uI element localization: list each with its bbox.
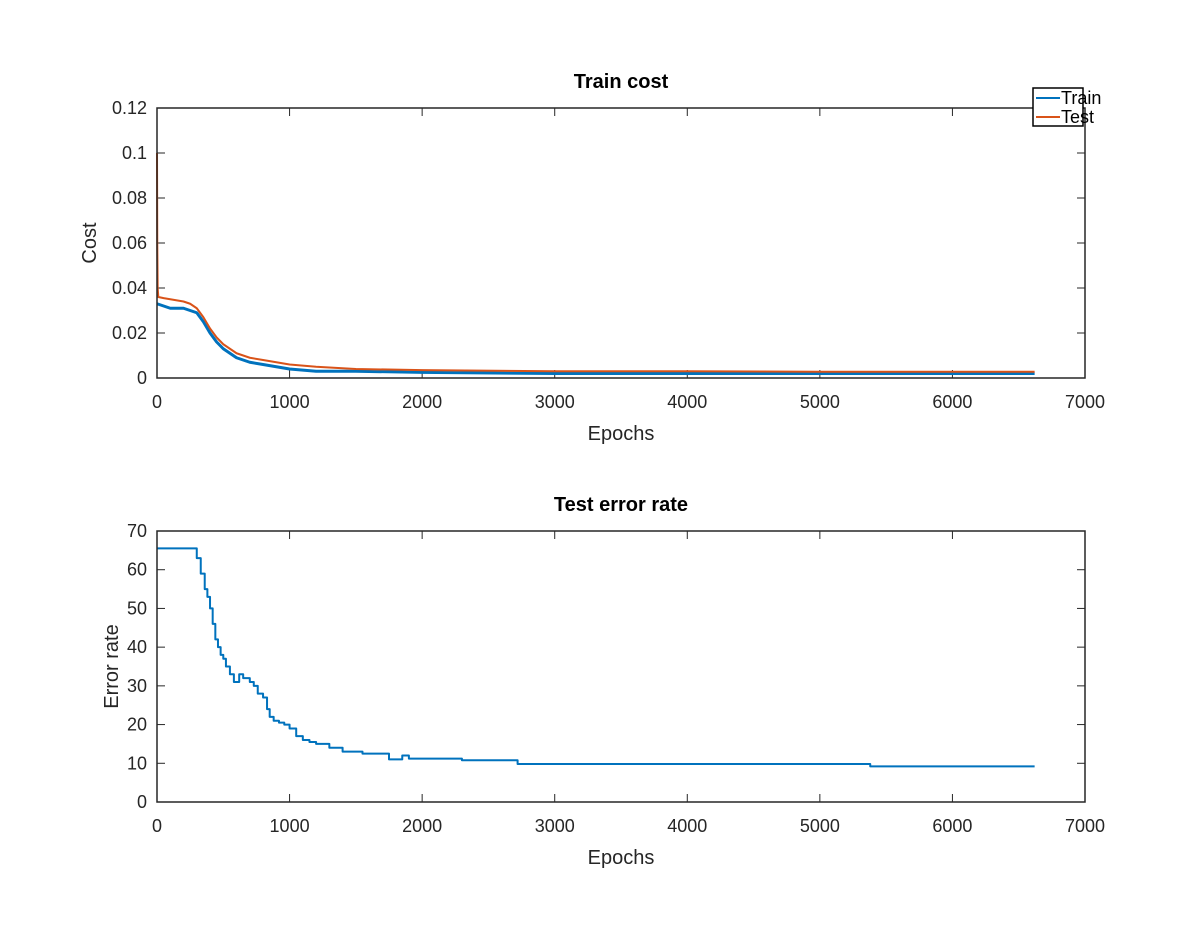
y-tick-label: 20 [127,715,147,735]
legend: Train Test [1032,87,1101,127]
x-axis-label: Epochs [588,423,655,445]
y-axis-label: Error rate [101,624,123,708]
y-tick-label: 30 [127,676,147,696]
y-tick-label: 50 [127,598,147,618]
series-group [157,547,1035,768]
ticks: 0 1000 2000 3000 4000 5000 6000 7000 0 0.02 0.04 0.… [112,98,1105,412]
x-tick-label: 7000 [1065,816,1105,836]
y-tick-label: 70 [127,521,147,541]
x-axis-label: Epochs [588,847,655,869]
series-line-train [156,302,1035,375]
y-tick-label: 0 [137,792,147,812]
axes-frame [156,530,1086,803]
y-tick-label: 0.02 [112,323,147,343]
test-error-rate-chart: Test error rate Epochs Error rate 0 1000 2… [101,494,1105,869]
y-tick-label: 0.1 [122,143,147,163]
x-tick-label: 3000 [535,392,575,412]
series-group [156,152,1035,375]
ticks: 0 1000 2000 3000 4000 5000 6000 7000 0 10 20 30 40 50… [127,521,1105,836]
y-tick-label: 60 [127,560,147,580]
x-tick-label: 2000 [402,816,442,836]
y-tick-label: 40 [127,637,147,657]
x-tick-label: 7000 [1065,392,1105,412]
x-tick-label: 3000 [535,816,575,836]
legend-entry-test: Test [1061,107,1094,127]
y-tick-label: 0 [137,368,147,388]
x-tick-label: 6000 [932,816,972,836]
y-tick-label: 0.12 [112,98,147,118]
y-tick-label: 0.04 [112,278,147,298]
legend-box [1032,87,1084,127]
x-tick-label: 2000 [402,392,442,412]
series-line-test [156,152,1035,373]
x-tick-label: 0 [152,392,162,412]
legend-entry-train: Train [1061,88,1101,108]
y-tick-label: 10 [127,753,147,773]
x-tick-label: 1000 [270,816,310,836]
y-axis-label: Cost [79,222,101,264]
chart-title: Test error rate [554,494,688,516]
y-tick-label: 0.08 [112,188,147,208]
x-tick-label: 0 [152,816,162,836]
chart-title: Train cost [574,71,669,93]
x-tick-label: 6000 [932,392,972,412]
x-tick-label: 5000 [800,392,840,412]
train-cost-chart: Train cost Epochs Cost 0 1000 2000 3000 4000… [79,71,1105,445]
series-line-error-rate [157,547,1035,768]
y-tick-label: 0.06 [112,233,147,253]
x-tick-label: 1000 [270,392,310,412]
axes-frame [156,107,1086,379]
x-tick-label: 4000 [667,392,707,412]
x-tick-label: 5000 [800,816,840,836]
x-tick-label: 4000 [667,816,707,836]
